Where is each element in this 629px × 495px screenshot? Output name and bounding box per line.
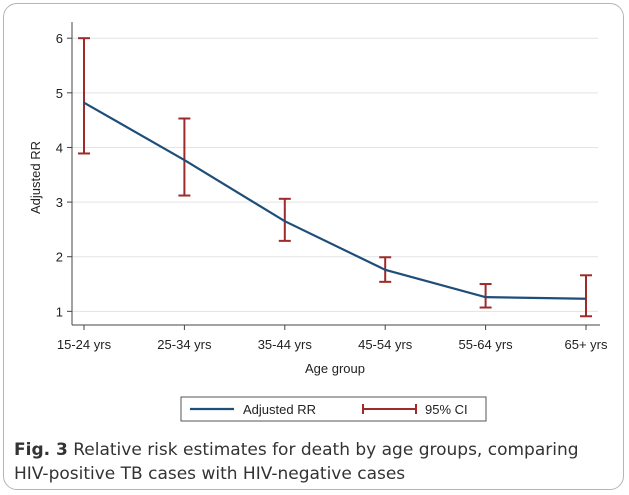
ci-bar [178, 117, 191, 197]
y-tick-label: 5 [56, 86, 63, 101]
legend: Adjusted RR 95% CI [180, 396, 487, 422]
x-tick-label: 25-34 yrs [157, 337, 212, 352]
y-ticks: 1 2 3 4 5 6 [56, 31, 72, 319]
y-tick-label: 3 [56, 195, 63, 210]
ci-bar [278, 197, 291, 242]
chart: 1 2 3 4 5 6 15-24 yrs 25-34 yrs 35-44 yrs 45-54 … [28, 22, 608, 422]
x-tick-label: 45-54 yrs [358, 337, 413, 352]
x-tick-label: 15-24 yrs [57, 337, 112, 352]
x-tick-label: 35-44 yrs [258, 337, 313, 352]
y-tick-label: 6 [56, 31, 63, 46]
ci-bar [479, 283, 492, 309]
caption-text: Relative risk estimates for death by age… [14, 440, 579, 484]
legend-ci-sample [362, 404, 417, 414]
legend-label-adjusted-rr: Adjusted RR [243, 402, 316, 417]
y-tick-label: 1 [56, 304, 63, 319]
caption-label: Fig. 3 [14, 440, 68, 460]
y-axis-label: Adjusted RR [28, 141, 43, 214]
y-tick-label: 2 [56, 250, 63, 265]
grid-lines [72, 37, 598, 312]
y-tick-label: 4 [56, 140, 63, 155]
figure-caption: Fig. 3 Relative risk estimates for death… [14, 438, 614, 486]
ci-error-bars [78, 37, 592, 318]
x-tick-label: 55-64 yrs [458, 337, 513, 352]
x-ticks: 15-24 yrs 25-34 yrs 35-44 yrs 45-54 yrs 55-6… [57, 325, 608, 352]
ci-bar [580, 274, 592, 318]
x-tick-label: 65+ yrs [565, 337, 608, 352]
legend-label-95-ci: 95% CI [425, 402, 468, 417]
ci-bar [78, 37, 90, 155]
x-axis-label: Age group [305, 361, 365, 376]
series-line-adjusted-rr [83, 101, 587, 300]
